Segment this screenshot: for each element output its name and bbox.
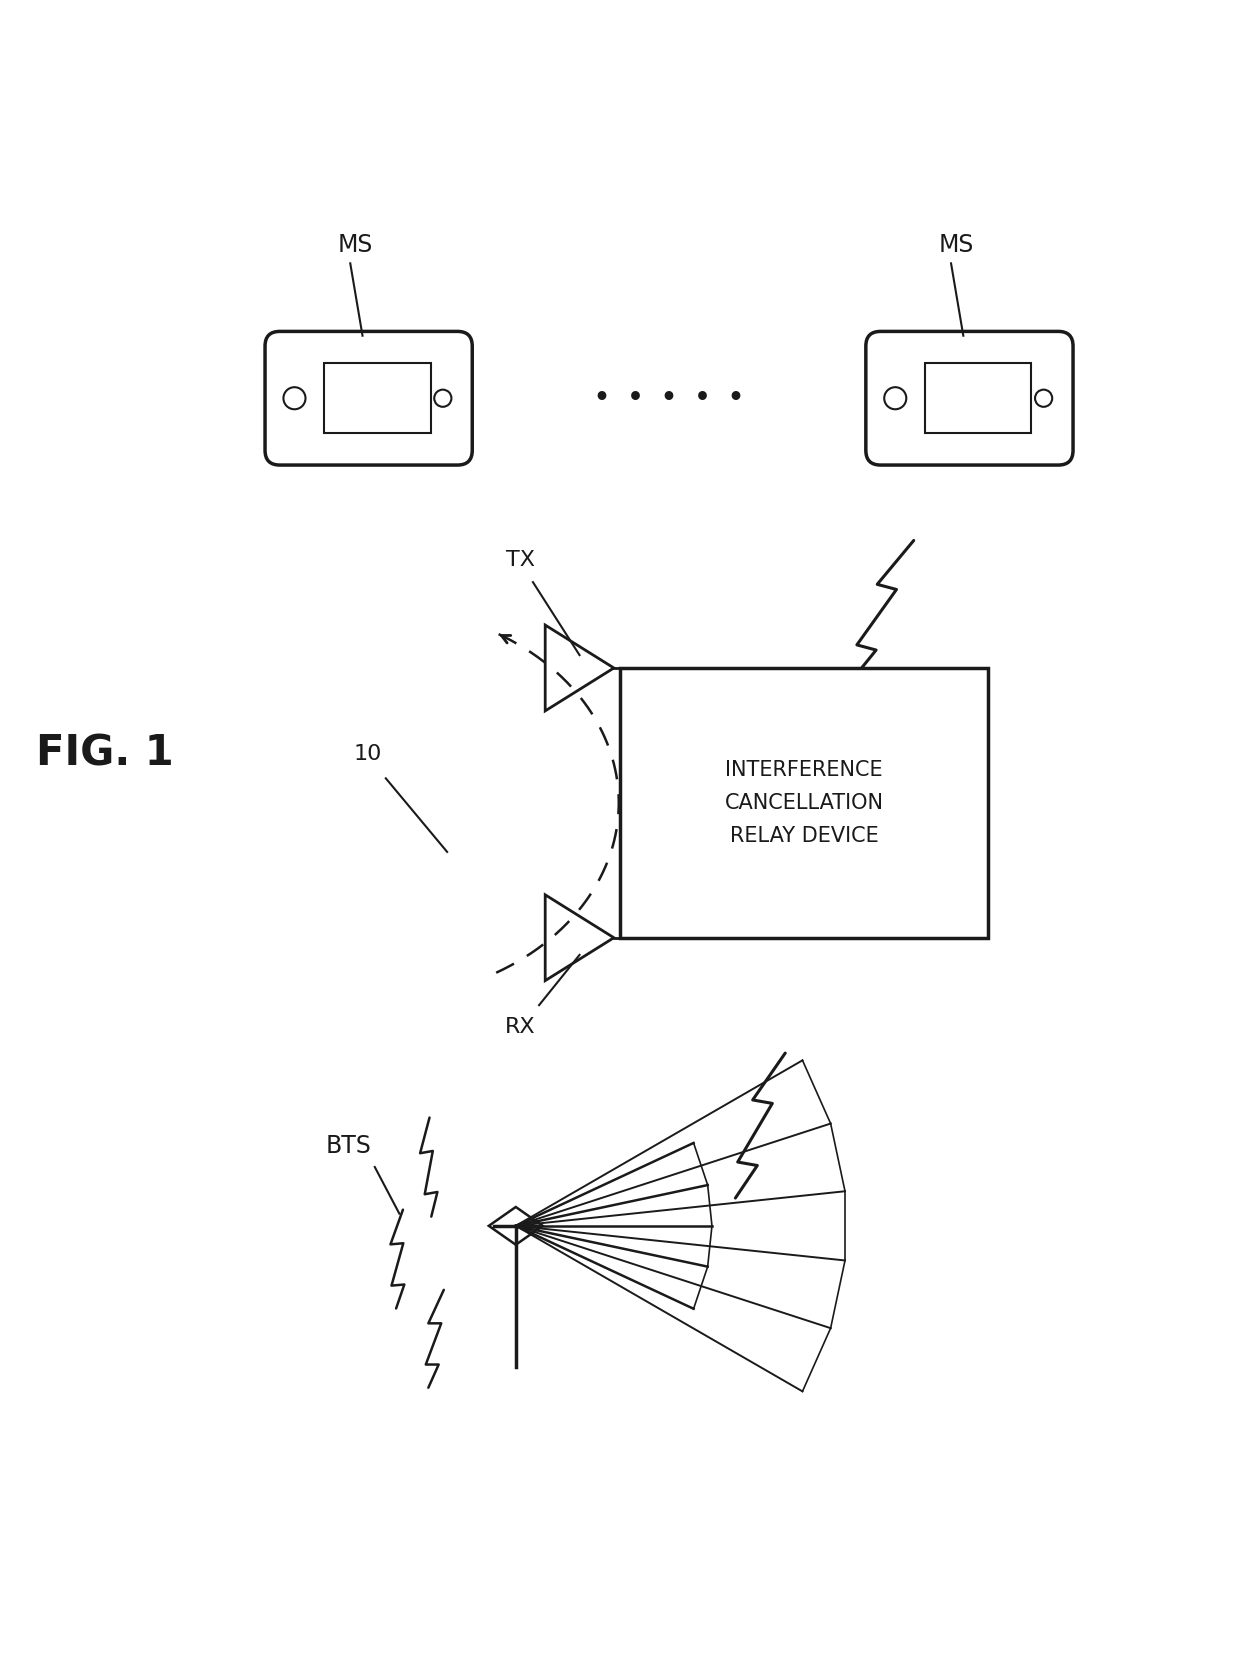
Text: MS: MS bbox=[339, 233, 373, 257]
Text: MS: MS bbox=[939, 233, 975, 257]
Text: RX: RX bbox=[506, 1017, 536, 1037]
Text: TX: TX bbox=[506, 550, 536, 570]
Text: FIG. 1: FIG. 1 bbox=[36, 733, 174, 775]
Circle shape bbox=[284, 387, 305, 410]
Circle shape bbox=[434, 390, 451, 407]
FancyBboxPatch shape bbox=[866, 332, 1073, 465]
Text: 10: 10 bbox=[353, 743, 382, 763]
FancyBboxPatch shape bbox=[265, 332, 472, 465]
FancyBboxPatch shape bbox=[925, 363, 1032, 433]
Circle shape bbox=[884, 387, 906, 410]
Text: •  •  •  •  •: • • • • • bbox=[594, 387, 744, 410]
FancyBboxPatch shape bbox=[324, 363, 430, 433]
FancyBboxPatch shape bbox=[620, 668, 988, 939]
Text: BTS: BTS bbox=[326, 1135, 372, 1159]
Circle shape bbox=[1035, 390, 1053, 407]
Text: INTERFERENCE
CANCELLATION
RELAY DEVICE: INTERFERENCE CANCELLATION RELAY DEVICE bbox=[724, 760, 883, 845]
